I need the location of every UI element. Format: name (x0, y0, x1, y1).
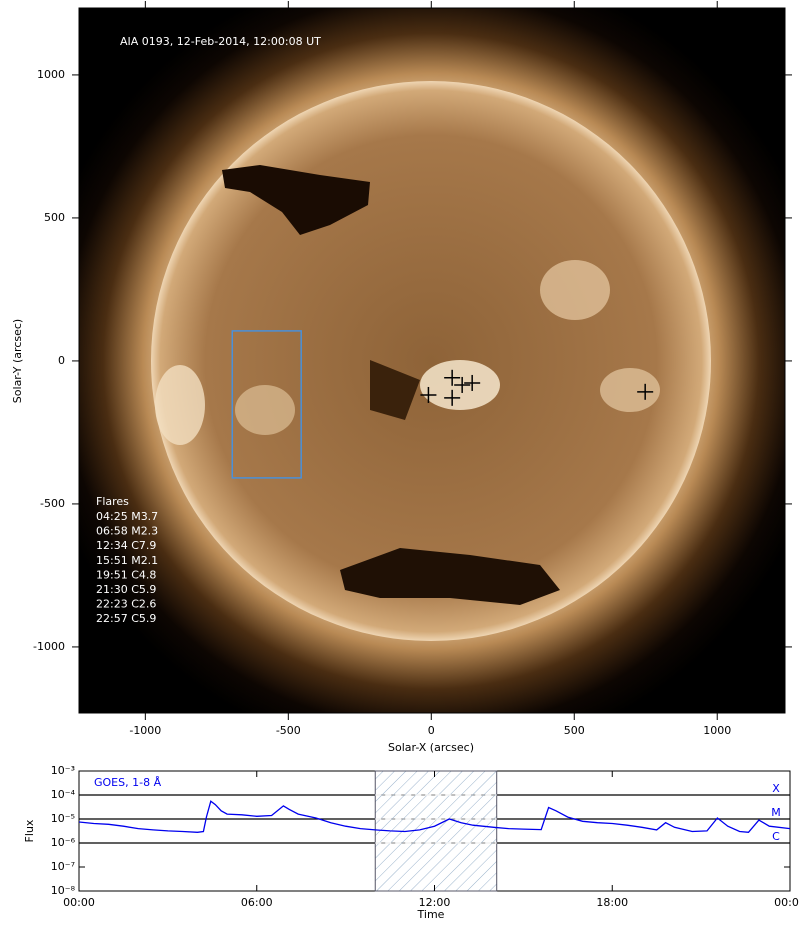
y-tick-label: 10⁻⁷ (51, 860, 75, 873)
x-tick-label: 00:00 (63, 896, 95, 909)
y-tick-label: 10⁻⁴ (51, 788, 76, 801)
y-tick-label: -1000 (33, 640, 65, 653)
flare-entry: 15:51 M2.1 (96, 554, 158, 567)
flare-entry: 22:23 C2.6 (96, 598, 156, 611)
y-axis-label: Flux (23, 819, 36, 842)
y-tick-label: 0 (58, 354, 65, 367)
y-tick-label: 10⁻³ (51, 764, 75, 777)
legend-label: GOES, 1-8 Å (94, 776, 162, 789)
image-annotation: AIA 0193, 12-Feb-2014, 12:00:08 UT (120, 35, 321, 48)
flare-entry: 06:58 M2.3 (96, 525, 158, 538)
coronal-hole (340, 548, 560, 605)
active-region (540, 260, 610, 320)
flux-line (79, 800, 790, 833)
flare-marker (420, 386, 437, 403)
dark-region (370, 360, 420, 420)
flare-entry: 19:51 C4.8 (96, 568, 156, 581)
series (79, 800, 790, 833)
active-region (600, 368, 660, 412)
x-tick-label: 06:00 (241, 896, 273, 909)
x-tick-label: -500 (276, 724, 301, 737)
x-axis-label: Time (417, 908, 445, 921)
flare-entry: 22:57 C5.9 (96, 612, 156, 625)
flare-entry: 04:25 M3.7 (96, 510, 158, 523)
x-tick-label: 0 (428, 724, 435, 737)
solar-image (79, 8, 785, 713)
active-region (155, 365, 205, 445)
coronal-hole (222, 165, 370, 235)
flares-title: Flares (96, 495, 129, 508)
x-tick-label: 00:00 (774, 896, 799, 909)
region-box (231, 330, 302, 479)
y-tick-label: 10⁻⁵ (51, 812, 75, 825)
y-tick-label: 10⁻⁸ (51, 884, 76, 897)
x-tick-label: -1000 (129, 724, 161, 737)
active-region (235, 385, 295, 435)
x-tick-label: 12:00 (419, 896, 451, 909)
flare-marker (444, 389, 461, 406)
y-tick-label: 500 (44, 211, 65, 224)
flare-marker (464, 374, 481, 391)
y-tick-label: 1000 (37, 68, 65, 81)
y-axis-label: Solar-Y (arcsec) (11, 319, 24, 403)
x-tick-label: 18:00 (596, 896, 628, 909)
y-tick-label: -500 (40, 497, 65, 510)
flare-marker (444, 369, 461, 386)
y-tick-label: 10⁻⁶ (51, 836, 76, 849)
class-label: C (772, 830, 780, 843)
flare-marker (637, 383, 654, 400)
flare-marker (454, 376, 471, 393)
x-axis-label: Solar-X (arcsec) (388, 741, 474, 754)
x-tick-label: 1000 (703, 724, 731, 737)
class-label: X (772, 782, 780, 795)
class-label: M (771, 806, 781, 819)
x-tick-label: 500 (564, 724, 585, 737)
flare-entry: 21:30 C5.9 (96, 583, 156, 596)
flare-entry: 12:34 C7.9 (96, 539, 156, 552)
flare-list: 04:25 M3.7 06:58 M2.312:34 C7.9 15:51 M2.1… (96, 510, 158, 625)
